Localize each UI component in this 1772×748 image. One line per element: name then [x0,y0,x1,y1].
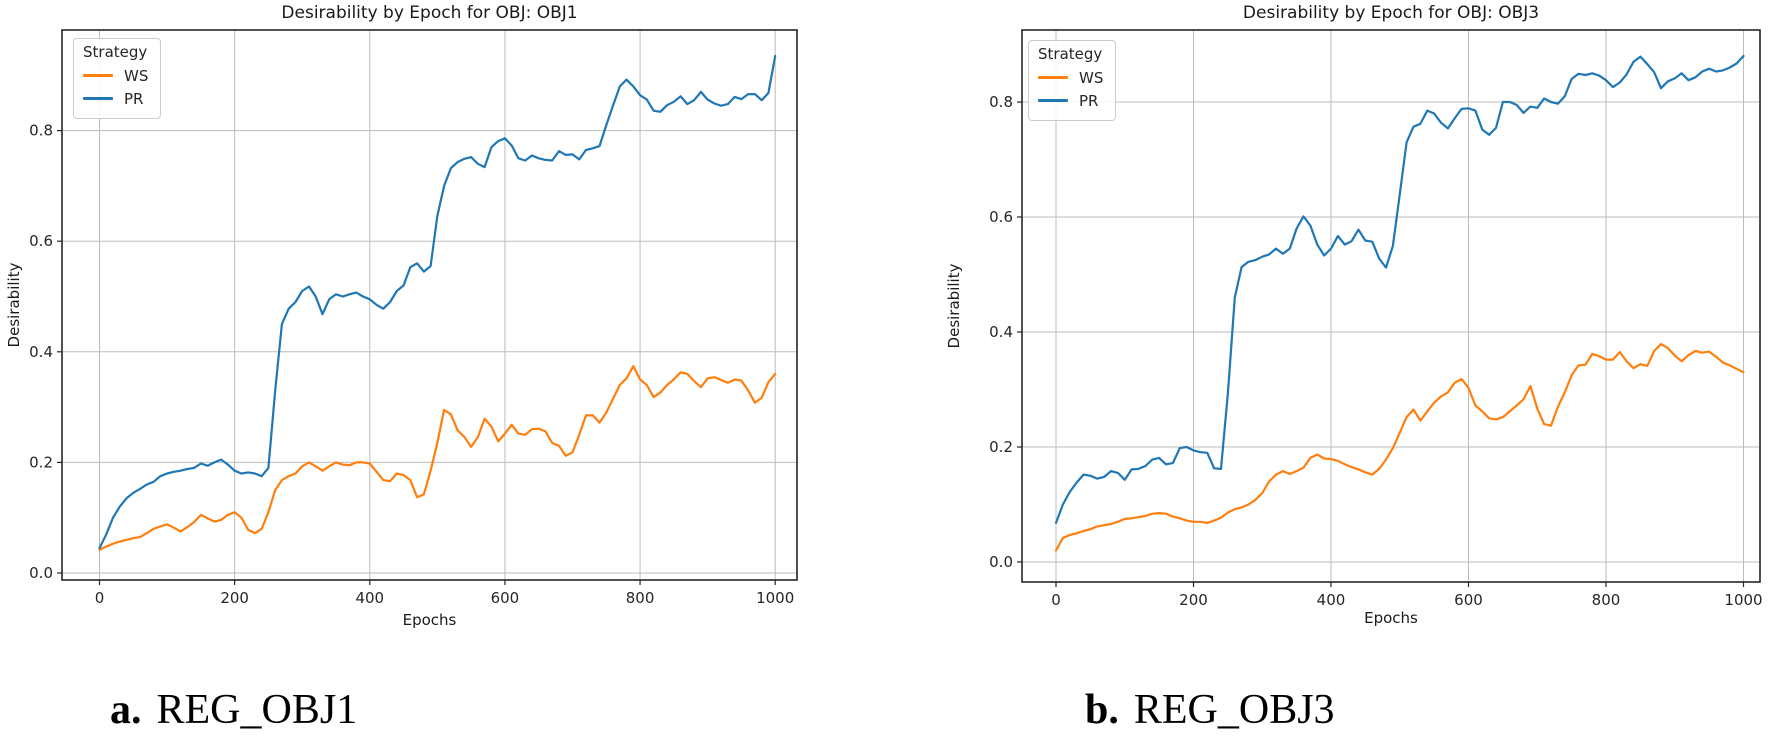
x-tick-label: 0 [1051,591,1061,609]
x-tick-label: 400 [355,589,384,607]
caption-text: REG_OBJ3 [1133,687,1335,733]
x-tick-label: 800 [626,589,655,607]
y-tick-label: 0.2 [989,438,1013,456]
pr-series-line [98,54,777,550]
chart-obj3: 0 200 400 600 800 1000 0.0 0.2 0.4 0.6 0.8 Desirab… [880,0,1772,660]
y-tick-label: 0.4 [989,323,1013,341]
legend-label-pr: PR [1079,91,1099,110]
legend: Strategy WS PR [73,38,162,119]
chart-title: Desirability by Epoch for OBJ: OBJ1 [281,3,578,23]
legend-item-pr: PR [1038,89,1103,112]
y-tick-label: 0.0 [29,564,53,582]
y-tick-label: 0.0 [989,553,1013,571]
y-tick-label: 0.8 [29,122,53,140]
chart-title: Desirability by Epoch for OBJ: OBJ3 [1242,3,1540,23]
legend-title: Strategy [83,43,148,61]
ws-series-line [1054,343,1745,552]
legend-item-ws: WS [83,64,148,87]
legend-label-ws: WS [124,66,149,85]
legend-label-pr: PR [124,89,144,108]
legend: Strategy WS PR [1028,40,1117,121]
legend-label-ws: WS [1079,68,1104,87]
x-tick-label: 1000 [1724,591,1762,609]
caption-tag: b. [1085,687,1119,733]
pr-series-line [1054,54,1745,524]
x-axis-label: Epochs [402,611,457,629]
line-plot-obj3: 0 200 400 600 800 1000 0.0 0.2 0.4 0.6 0.8 [989,29,1763,609]
x-tick-label: 600 [491,589,520,607]
y-tick-label: 0.6 [29,232,53,250]
plot-border [1021,29,1761,583]
caption-text: REG_OBJ1 [156,687,358,733]
x-tick-label: 400 [1317,591,1346,609]
y-tick-label: 0.6 [989,208,1013,226]
y-axis-label: Desirability [945,263,963,349]
legend-item-ws: WS [1038,66,1103,89]
legend-item-pr: PR [83,87,148,110]
ws-series-line [98,365,777,551]
x-axis-label: Epochs [1364,609,1418,627]
line-plot-obj1: 0 200 400 600 800 1000 0.0 0.2 0.4 0.6 0.8 [29,29,798,607]
x-tick-label: 1000 [756,589,794,607]
subfigure-caption-a: a. REG_OBJ1 [110,686,357,734]
x-tick-label: 800 [1592,591,1621,609]
ws-line-swatch [83,74,113,77]
y-axis-label: Desirability [5,262,23,348]
ws-line-swatch [1038,76,1068,79]
y-tick-label: 0.4 [29,343,53,361]
x-tick-label: 600 [1454,591,1483,609]
x-tick-label: 200 [220,589,249,607]
y-tick-label: 0.8 [989,93,1013,111]
caption-tag: a. [110,687,142,733]
y-tick-label: 0.2 [29,453,53,471]
subfigure-caption-b: b. REG_OBJ3 [1085,686,1335,734]
pr-line-swatch [1038,99,1068,102]
x-tick-label: 200 [1179,591,1208,609]
plot-border [61,29,798,581]
x-tick-label: 0 [95,589,105,607]
chart-obj1: 0 200 400 600 800 1000 0.0 0.2 0.4 0.6 0.8 Desirab… [0,0,872,660]
legend-title: Strategy [1038,45,1103,63]
pr-line-swatch [83,97,113,100]
